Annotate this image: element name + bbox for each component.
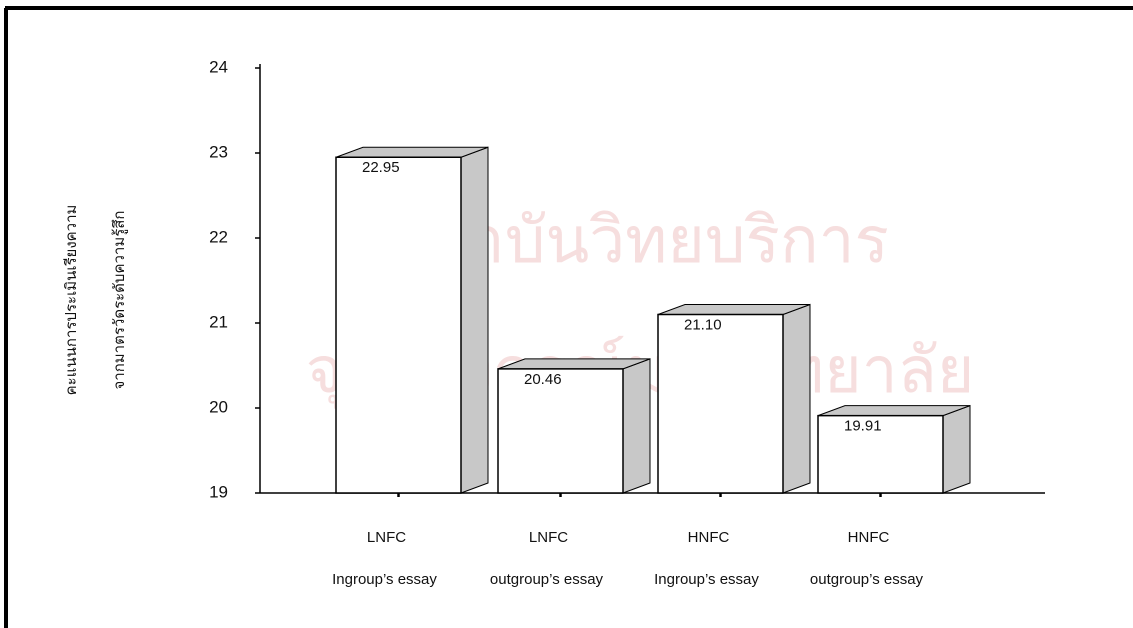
bar (497, 358, 651, 494)
y-axis-label: จากมาตรวัดระดับความรู้สึก (111, 210, 128, 389)
bar-side (782, 303, 811, 494)
x-tick-label: HNFC (688, 529, 730, 546)
bar-front (497, 368, 624, 494)
y-tick-label: 21 (209, 312, 228, 331)
x-tick-label: LNFC (529, 529, 568, 546)
value-label: 21.10 (684, 316, 722, 333)
x-tick-label: Ingroup’s essay (654, 571, 759, 588)
x-tick-label: HNFC (848, 529, 890, 546)
bar-top (497, 358, 651, 370)
bar-front (657, 313, 784, 494)
bar-top (657, 304, 811, 315)
x-tick-label: Ingroup’s essay (332, 571, 437, 588)
x-tick-label: LNFC (367, 529, 406, 546)
value-label: 22.95 (362, 159, 400, 176)
x-tick-label: outgroup’s essay (810, 571, 924, 588)
bar-side (942, 404, 971, 494)
bar-side (460, 146, 489, 494)
bar (657, 303, 811, 494)
bar-top (335, 146, 489, 158)
bar (817, 404, 971, 494)
y-tick-label: 22 (209, 227, 228, 246)
value-label: 20.46 (524, 371, 562, 388)
y-tick-label: 20 (209, 397, 228, 416)
y-tick-label: 19 (209, 482, 228, 501)
bar (335, 146, 489, 494)
x-tick-label: outgroup’s essay (490, 571, 604, 588)
value-label: 19.91 (844, 418, 882, 435)
bar-top (817, 405, 971, 417)
bar-front (817, 414, 944, 494)
y-tick-label: 24 (209, 57, 228, 76)
bar-front (335, 156, 462, 494)
y-tick-label: 23 (209, 142, 228, 161)
bar-side (622, 358, 651, 494)
y-axis-label: คะแนนการประเมินเรียงความ (63, 205, 80, 396)
